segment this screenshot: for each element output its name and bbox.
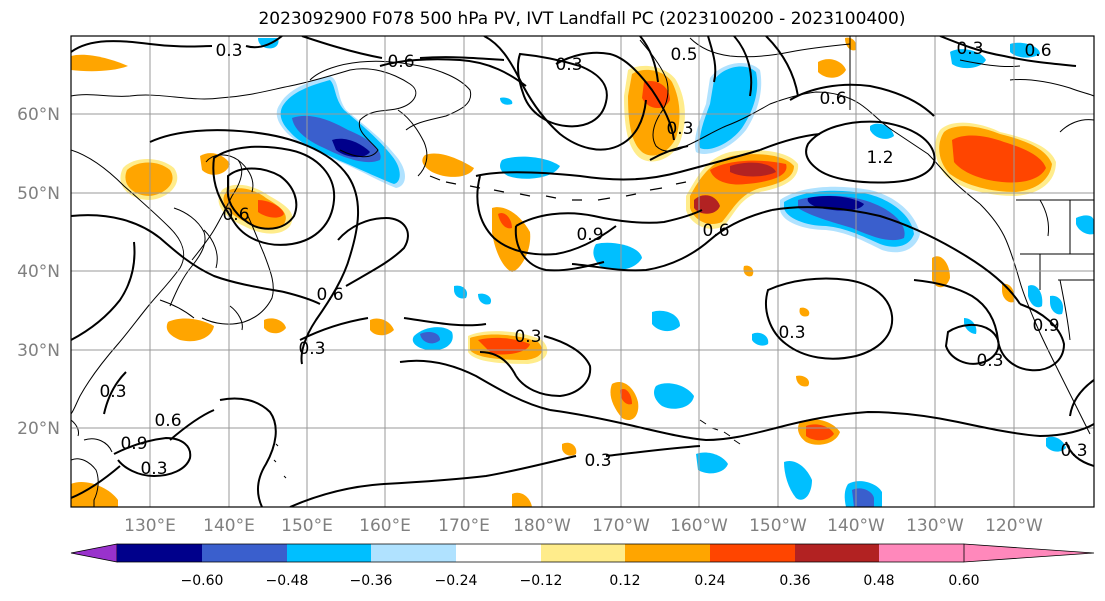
contour-label: 0.3: [215, 41, 242, 61]
colorbar-tick-label: −0.36: [350, 573, 393, 589]
contour-label: 0.3: [584, 451, 611, 471]
lon-label: 120°W: [985, 516, 1043, 536]
contour-label: 0.3: [514, 327, 541, 347]
contour-label: 0.6: [154, 411, 181, 431]
contour-label: 0.6: [222, 205, 249, 225]
contour-label: 0.6: [819, 89, 846, 109]
lon-label: 170°E: [438, 516, 490, 536]
contour-label: 0.6: [702, 221, 729, 241]
colorbar-tick-label: −0.48: [266, 573, 309, 589]
colorbar-tick-label: 0.48: [863, 573, 894, 589]
colorbar-segment: [879, 544, 964, 562]
contour-label: 0.3: [778, 323, 805, 343]
colorbar-tick-label: −0.24: [435, 573, 478, 589]
lon-label: 130°W: [906, 516, 964, 536]
colorbar-tick-label: 0.24: [694, 573, 725, 589]
colorbar-segment: [371, 544, 456, 562]
contour-label: 0.6: [316, 285, 343, 305]
lon-label: 140°W: [827, 516, 885, 536]
colorbar-segment: [70, 543, 118, 563]
lat-label: 30°N: [17, 341, 60, 361]
pv-contours: [71, 36, 1094, 507]
colorbar-tick-labels: −0.60 −0.48 −0.36 −0.24 −0.12 0.12 0.24 …: [181, 573, 980, 589]
colorbar-segment: [287, 544, 371, 562]
contour-label: 0.3: [555, 55, 582, 75]
colorbar-segment: [202, 544, 287, 562]
colorbar: [70, 543, 1095, 563]
lon-label: 150°W: [749, 516, 807, 536]
colorbar-segment: [541, 544, 625, 562]
coastlines: [71, 36, 1094, 507]
map-title: 2023092900 F078 500 hPa PV, IVT Landfall…: [258, 9, 906, 29]
colorbar-tick-label: −0.12: [520, 573, 563, 589]
colorbar-segment: [795, 544, 879, 562]
contour-label: 0.3: [956, 39, 983, 59]
latitude-labels: 60°N 50°N 40°N 30°N 20°N: [17, 105, 60, 439]
lat-label: 20°N: [17, 419, 60, 439]
map-frame: [70, 35, 1095, 508]
contour-label: 0.3: [976, 351, 1003, 371]
contour-label: 0.9: [576, 225, 603, 245]
lon-label: 130°E: [124, 516, 176, 536]
contour-label: 0.9: [120, 434, 147, 454]
lon-label: 180°W: [513, 516, 571, 536]
colorbar-segment: [625, 544, 710, 562]
lat-label: 40°N: [17, 262, 60, 282]
colorbar-tick-label: −0.60: [181, 573, 224, 589]
contour-labels: 0.3 0.6 0.3 0.5 0.3 0.6 0.6 1.2 0.9 0.6 …: [99, 39, 1087, 479]
lon-label: 140°E: [203, 516, 255, 536]
positive-anomaly-fills: [71, 37, 1056, 507]
contour-label: 0.3: [140, 459, 167, 479]
contour-label: 1.2: [866, 148, 893, 168]
contour-label: 0.3: [1060, 441, 1087, 461]
colorbar-tick-label: 0.60: [948, 573, 979, 589]
contour-label: 0.3: [298, 339, 325, 359]
contour-label: 0.3: [666, 119, 693, 139]
lon-label: 170°W: [592, 516, 650, 536]
colorbar-segment: [963, 543, 1095, 563]
contour-label: 0.6: [1024, 41, 1051, 61]
colorbar-segment: [456, 544, 541, 562]
lat-label: 60°N: [17, 105, 60, 125]
lon-label: 160°W: [670, 516, 728, 536]
contour-label: 0.6: [387, 52, 414, 72]
contour-label: 0.5: [670, 45, 697, 65]
colorbar-segment: [710, 544, 795, 562]
contour-label: 0.9: [1032, 316, 1059, 336]
colorbar-tick-label: 0.12: [609, 573, 640, 589]
lon-label: 160°E: [359, 516, 411, 536]
colorbar-segment: [117, 544, 202, 562]
longitude-labels: 130°E 140°E 150°E 160°E 170°E 180°W 170°…: [124, 516, 1043, 536]
lon-label: 150°E: [281, 516, 333, 536]
colorbar-tick-label: 0.36: [779, 573, 810, 589]
contour-label: 0.3: [99, 382, 126, 402]
map-plot-area: 0.3 0.6 0.3 0.5 0.3 0.6 0.6 1.2 0.9 0.6 …: [71, 36, 1094, 507]
lat-label: 50°N: [17, 184, 60, 204]
